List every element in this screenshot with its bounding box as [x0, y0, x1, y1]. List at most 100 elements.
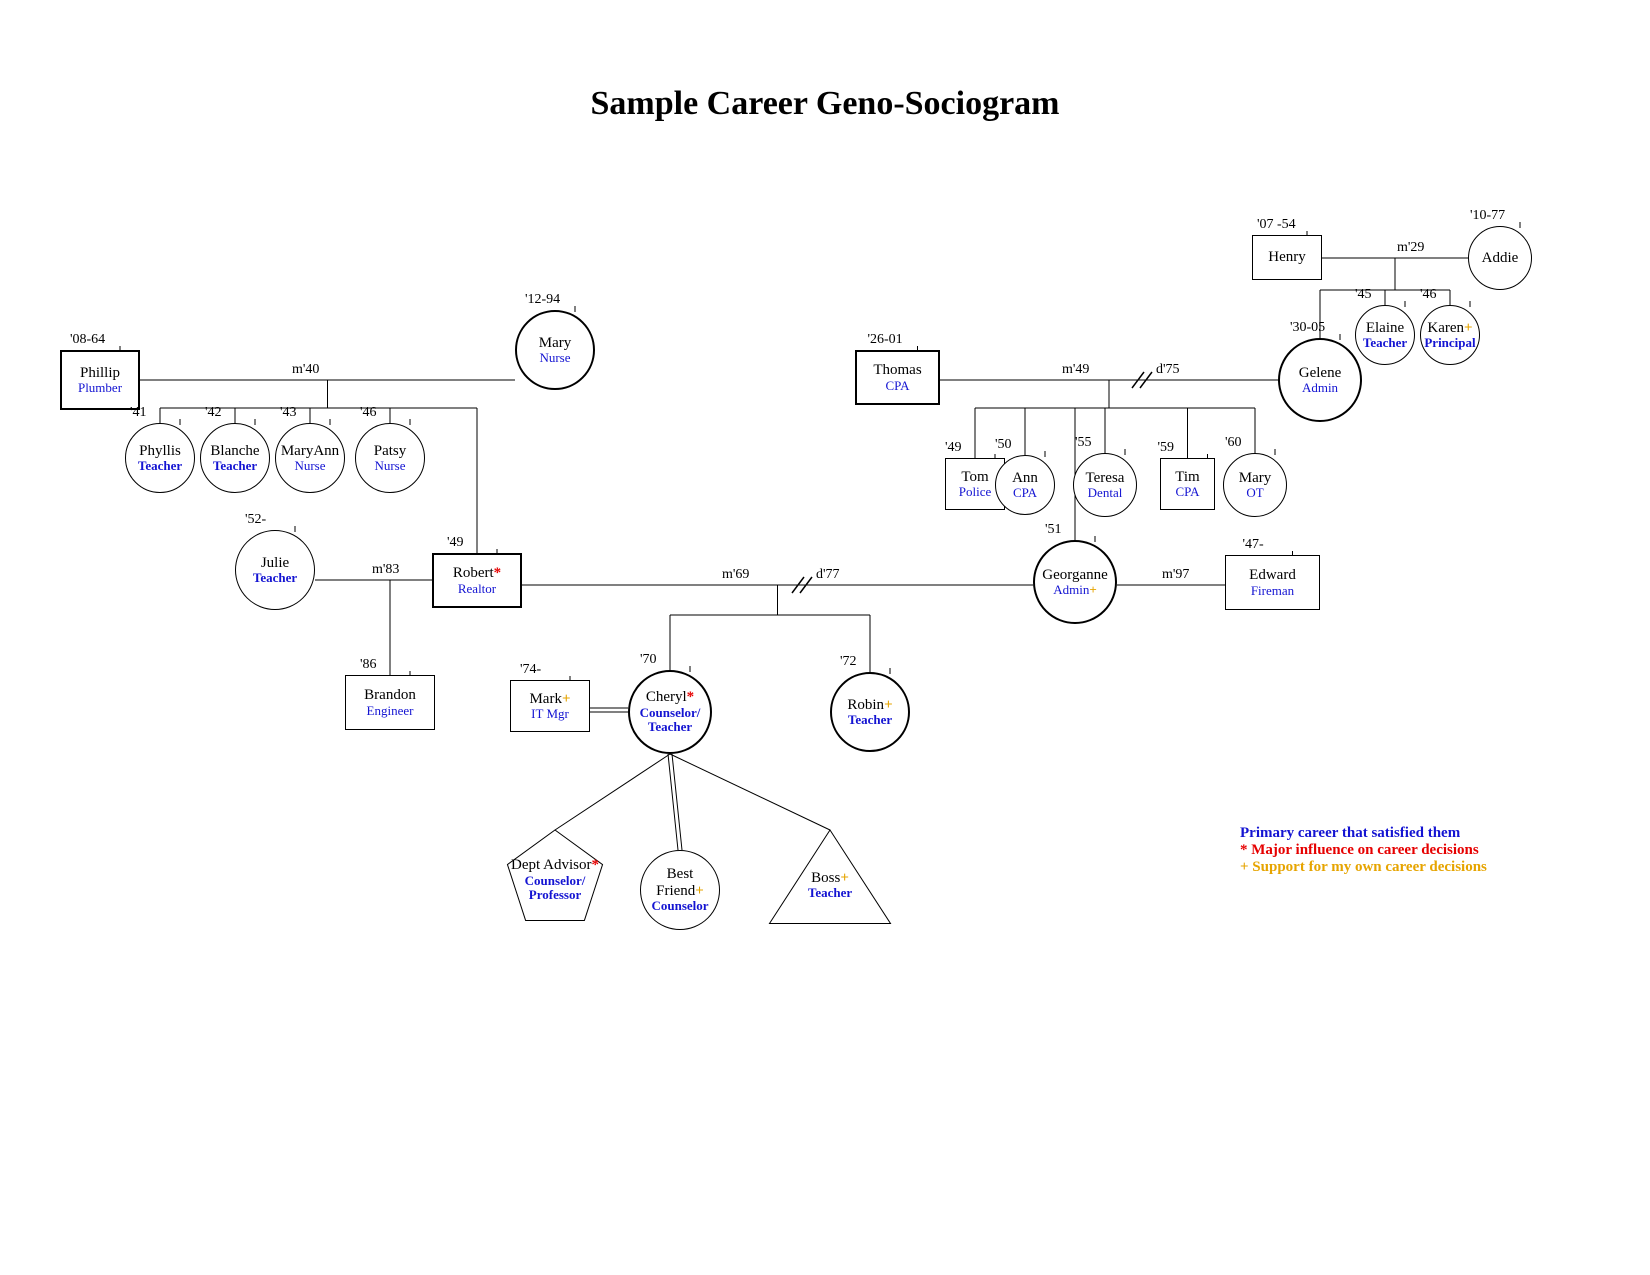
node-name: Gelene [1299, 365, 1341, 382]
marriage-label: m'40 [290, 362, 321, 378]
node-name: Robin+ [847, 697, 892, 714]
diagram-stage: Sample Career Geno-Sociogram Primary car… [0, 0, 1650, 1275]
node-name: Elaine [1366, 320, 1404, 337]
marriage-label: m'29 [1395, 240, 1426, 256]
node-career: Engineer [367, 704, 414, 718]
node-career: CPA [1013, 486, 1037, 500]
legend: Primary career that satisfied them * Maj… [1240, 825, 1487, 876]
year-label: '30-05 [1290, 320, 1325, 336]
node-mary1: MaryNurse [515, 310, 595, 390]
node-mary2: MaryOT [1223, 453, 1287, 517]
node-name: Ann [1012, 470, 1038, 487]
node-name: Boss+ [811, 870, 849, 887]
year-label: '72 [840, 654, 857, 670]
node-name: Mary [539, 335, 572, 352]
node-career: CPA [1175, 485, 1199, 499]
year-label: '52- [245, 512, 266, 528]
node-boss: Boss+Teacher [775, 858, 885, 913]
node-name: Georganne [1042, 567, 1108, 584]
node-name: Julie [261, 555, 289, 572]
node-phyllis: PhyllisTeacher [125, 423, 195, 493]
year-label: '12-94 [525, 292, 560, 308]
node-julie: JulieTeacher [235, 530, 315, 610]
year-label: '43 [280, 405, 297, 421]
year-label: '07 -54 [1257, 217, 1296, 233]
node-name: Edward [1249, 567, 1296, 584]
marriage-label: m'69 [720, 567, 751, 583]
year-label: '10-77 [1470, 208, 1505, 224]
node-career: Teacher [808, 886, 852, 900]
year-label: '46 [1420, 287, 1437, 303]
node-name: Tom [961, 469, 988, 486]
node-name: Teresa [1086, 470, 1125, 487]
marriage-label: m'83 [370, 562, 401, 578]
node-blanche: BlancheTeacher [200, 423, 270, 493]
year-label: '46 [360, 405, 377, 421]
legend-line-1: Primary career that satisfied them [1240, 825, 1487, 842]
node-career: Counselor/ Professor [505, 874, 605, 903]
legend-line-2: * Major influence on career decisions [1240, 842, 1487, 859]
node-patsy: PatsyNurse [355, 423, 425, 493]
node-addie: Addie [1468, 226, 1532, 290]
node-ann: AnnCPA [995, 455, 1055, 515]
node-career: Dental [1088, 486, 1123, 500]
node-name: Phyllis [139, 443, 181, 460]
edge-layer [0, 0, 1650, 1275]
node-career: Principal [1424, 336, 1475, 350]
node-bestfr: Best Friend+Counselor [640, 850, 720, 930]
node-name: Cheryl* [646, 689, 694, 706]
year-label: '47- [1243, 537, 1264, 553]
year-label: '26-01 [868, 332, 903, 348]
node-elaine: ElaineTeacher [1355, 305, 1415, 365]
year-label: '49 [447, 535, 464, 551]
node-career: Police [959, 485, 992, 499]
year-label: '42 [205, 405, 222, 421]
year-label: '41 [130, 405, 147, 421]
node-mark: Mark+IT Mgr [510, 680, 590, 732]
year-label: '59 [1158, 440, 1175, 456]
node-career: Teacher [213, 459, 257, 473]
node-name: Karen+ [1427, 320, 1472, 337]
marriage-label: m'97 [1160, 567, 1191, 583]
year-label: '45 [1355, 287, 1372, 303]
node-career: Realtor [458, 582, 496, 596]
year-label: '50 [995, 437, 1012, 453]
node-career: Teacher [1363, 336, 1407, 350]
node-gelene: GeleneAdmin [1278, 338, 1362, 422]
node-career: Nurse [294, 459, 325, 473]
node-career: IT Mgr [531, 707, 569, 721]
node-georganne: GeorganneAdmin+ [1033, 540, 1117, 624]
year-label: '60 [1225, 435, 1242, 451]
node-career: Counselor/ Teacher [630, 706, 710, 735]
node-name: Henry [1268, 249, 1306, 266]
node-career: Teacher [848, 713, 892, 727]
divorce-label: d'77 [814, 567, 842, 583]
node-maryann: MaryAnnNurse [275, 423, 345, 493]
node-career: Nurse [539, 351, 570, 365]
node-karen: Karen+Principal [1420, 305, 1480, 365]
node-career: Counselor [651, 899, 708, 913]
node-name: Robert* [453, 565, 501, 582]
node-name: Addie [1482, 250, 1519, 267]
node-name: Brandon [364, 687, 416, 704]
year-label: '70 [640, 652, 657, 668]
year-label: '55 [1075, 435, 1092, 451]
node-name: MaryAnn [281, 443, 339, 460]
node-teresa: TeresaDental [1073, 453, 1137, 517]
node-career: Admin+ [1053, 583, 1097, 597]
node-edward: EdwardFireman [1225, 555, 1320, 610]
node-career: Plumber [78, 381, 122, 395]
node-career: OT [1246, 486, 1263, 500]
node-name: Mark+ [529, 691, 570, 708]
node-name: Patsy [374, 443, 407, 460]
node-henry: Henry [1252, 235, 1322, 280]
node-robert: Robert*Realtor [432, 553, 522, 608]
year-label: '08-64 [70, 332, 105, 348]
node-career: CPA [885, 379, 909, 393]
node-name: Mary [1239, 470, 1272, 487]
legend-line-3: + Support for my own career decisions [1240, 859, 1487, 876]
node-cheryl: Cheryl*Counselor/ Teacher [628, 670, 712, 754]
node-career: Teacher [253, 571, 297, 585]
node-brandon: BrandonEngineer [345, 675, 435, 730]
page-title: Sample Career Geno-Sociogram [0, 85, 1650, 123]
